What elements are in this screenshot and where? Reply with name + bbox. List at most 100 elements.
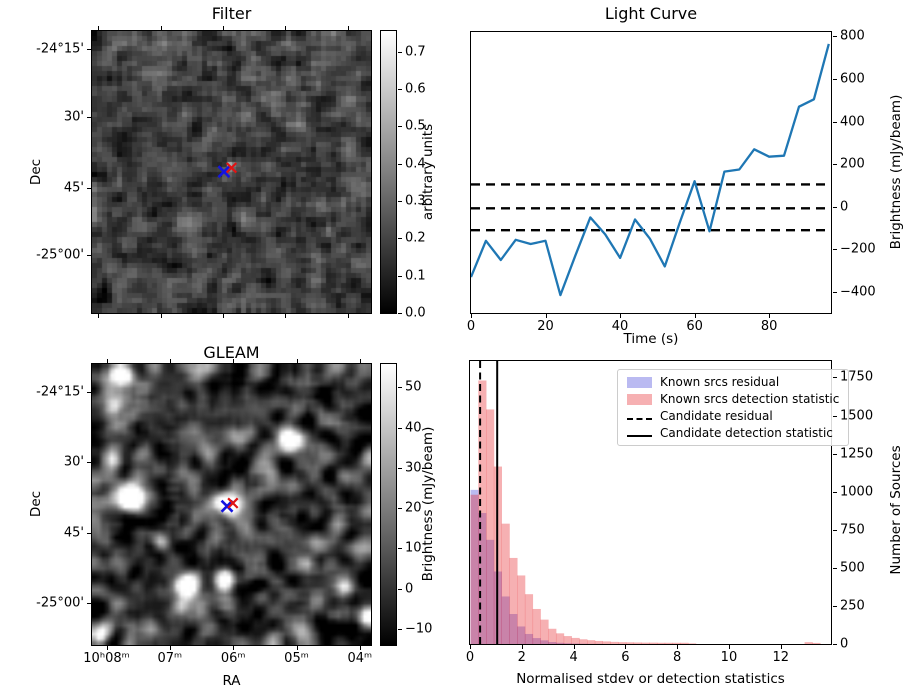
tick-mark	[87, 392, 91, 394]
time-tick-label: 0	[466, 319, 476, 334]
colorbar-tick-label: 10	[405, 540, 422, 556]
tick-mark	[359, 646, 361, 650]
colorbar-tick-label: 0.1	[405, 268, 426, 284]
ra-tick-label: 07ᵐ	[157, 651, 183, 666]
colorbar-tick-label: 0.0	[405, 305, 426, 321]
sources-tick-label: 750	[840, 522, 865, 538]
ra-tick-label: 04ᵐ	[347, 651, 373, 666]
time-tick-label: 60	[686, 319, 703, 334]
dec-tick-label: 45'	[63, 525, 84, 541]
ra-axis-label: RA	[222, 673, 241, 689]
tick-mark	[87, 254, 91, 256]
tick-mark	[359, 359, 361, 363]
tick-mark	[398, 89, 402, 91]
dec-tick-label: 30'	[63, 454, 84, 470]
colorbar-tick-label: 0.5	[405, 118, 426, 134]
tick-mark	[833, 164, 837, 166]
tick-mark	[106, 359, 108, 363]
sources-axis-label: Number of Sources	[888, 445, 904, 575]
tick-mark	[694, 314, 696, 318]
gleam-marker-overlay	[220, 497, 239, 513]
tick-mark	[470, 645, 471, 649]
ra-tick-label: 05ᵐ	[284, 651, 309, 666]
time-axis-label: Time (s)	[623, 331, 679, 347]
colorbar-tick-label: 30	[405, 460, 422, 476]
tick-mark	[833, 605, 837, 607]
brightness-tick-label: 200	[840, 156, 865, 172]
legend-label: Candidate detection statistic	[660, 426, 833, 440]
legend-dashed-line-icon	[627, 417, 652, 420]
brightness-tick-label: 800	[840, 28, 865, 44]
tick-mark	[160, 314, 162, 318]
tick-mark	[833, 36, 837, 38]
tick-mark	[398, 548, 402, 550]
light-curve-plot	[471, 43, 831, 297]
dec-tick-label: 45'	[63, 180, 84, 196]
tick-mark	[833, 291, 837, 293]
stat-tick-label: 2	[517, 650, 526, 665]
tick-mark	[98, 26, 100, 30]
gleam-panel-title: GLEAM	[203, 343, 260, 362]
known-source-marker	[227, 497, 239, 509]
tick-mark	[398, 201, 402, 203]
tick-mark	[833, 453, 837, 455]
legend-solid-line-icon	[627, 434, 652, 437]
tick-mark	[398, 163, 402, 165]
sources-tick-label: 1500	[840, 408, 874, 424]
sources-tick-label: 250	[840, 598, 865, 614]
tick-mark	[833, 206, 837, 208]
tick-mark	[677, 645, 679, 649]
dec-tick-label: -24°15'	[36, 41, 84, 57]
dec-tick-label: 30'	[63, 109, 84, 125]
gleam-dec-axis-label: Dec	[28, 490, 44, 518]
tick-mark	[87, 462, 91, 464]
legend-entry: Candidate residual	[627, 409, 839, 423]
tick-mark	[780, 645, 782, 649]
tick-mark	[284, 26, 286, 30]
stat-tick-label: 0	[465, 650, 475, 665]
tick-mark	[769, 314, 771, 318]
gleam-colorbar-label: Brightness (mJy/beam)	[420, 426, 436, 582]
colorbar-tick-label: 40	[405, 420, 422, 436]
colorbar-tick-label: −10	[405, 621, 433, 637]
time-tick-label: 20	[537, 319, 554, 334]
tick-mark	[620, 314, 622, 318]
colorbar-tick-label: 0.2	[405, 230, 426, 246]
tick-mark	[521, 645, 523, 649]
colorbar-tick-label: 0.3	[405, 193, 426, 209]
tick-mark	[833, 529, 837, 531]
tick-mark	[284, 314, 286, 318]
sources-tick-label: 500	[840, 560, 865, 576]
known-source-marker	[225, 162, 238, 174]
time-tick-label: 40	[611, 319, 629, 334]
legend-label: Known srcs detection statistic	[660, 392, 840, 406]
tick-mark	[87, 49, 91, 51]
stat-tick-label: 6	[621, 650, 630, 665]
dec-tick-label: -24°15'	[36, 384, 84, 400]
tick-mark	[833, 644, 837, 645]
histogram-legend: Known srcs residual Known srcs detection …	[617, 369, 850, 446]
tick-mark	[398, 628, 402, 630]
legend-entry: Known srcs residual	[627, 375, 839, 389]
sources-tick-label: 1250	[840, 446, 874, 462]
candidate-position-marker	[217, 165, 231, 179]
filter-panel-title: Filter	[211, 4, 252, 23]
colorbar-tick-label: 0	[405, 581, 414, 597]
tick-mark	[398, 275, 402, 277]
tick-mark	[233, 646, 235, 650]
light-curve-panel	[470, 31, 832, 314]
tick-mark	[106, 646, 108, 650]
filter-dec-axis-label: Dec	[28, 158, 44, 186]
legend-label: Candidate residual	[660, 409, 773, 423]
sources-tick-label: 0	[840, 636, 849, 652]
colorbar-tick-label: 50	[405, 379, 422, 395]
tick-mark	[223, 26, 225, 30]
tick-mark	[398, 387, 402, 389]
tick-mark	[545, 314, 547, 318]
tick-mark	[833, 567, 837, 569]
tick-mark	[348, 26, 350, 30]
tick-mark	[296, 646, 298, 650]
tick-mark	[833, 249, 837, 251]
stat-tick-label: 10	[720, 650, 738, 665]
